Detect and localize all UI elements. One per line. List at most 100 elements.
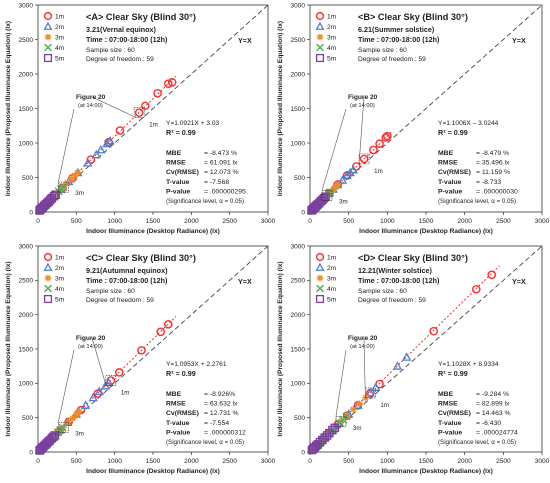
legend-label-4m: 4m <box>327 286 337 293</box>
y-equals-x-label: Y=X <box>238 36 252 45</box>
callout-line <box>363 337 366 397</box>
legend-marker-4m <box>44 284 52 293</box>
legend-marker-1m <box>315 252 325 262</box>
stat-label: T-value <box>438 420 462 427</box>
stat-value: = 14.463 % <box>476 410 511 417</box>
zoom-box <box>321 190 333 201</box>
stat-label: Cv(RMSE) <box>166 410 199 417</box>
point-2m <box>94 386 105 396</box>
x-tick-label: 2000 <box>457 458 472 465</box>
y-tick-label: 2500 <box>19 278 34 285</box>
x-tick-label: 1000 <box>107 458 122 465</box>
zoom-box <box>57 421 69 433</box>
point-1m <box>375 139 384 148</box>
y-tick-label: 1000 <box>291 140 306 147</box>
x-axis-label: Indoor Illuminance (Desktop Radiance) (l… <box>86 228 220 235</box>
zoom-box <box>133 107 145 118</box>
y-tick-label: 3000 <box>291 2 306 9</box>
y-tick-label: 0 <box>29 209 33 216</box>
series-label-1m: 1m <box>149 122 158 129</box>
panel-title: <C> Clear Sky (Blind 30°) <box>86 253 196 263</box>
panel-time: Time : 07:00-18:00 (12h) <box>358 276 440 285</box>
stat-value: = -7.554 <box>204 420 229 427</box>
legend-label-3m: 3m <box>327 276 337 283</box>
point-1m <box>134 108 144 117</box>
y-tick-label: 500 <box>22 175 33 182</box>
point-5m <box>36 205 45 214</box>
panel-time: Time : 07:00-18:00 (12h) <box>86 276 168 285</box>
point-2m <box>88 392 98 402</box>
series-label-1m: 1m <box>121 390 130 397</box>
point-5m <box>325 428 334 438</box>
legend-label-5m: 5m <box>55 297 65 304</box>
point-5m <box>320 433 329 442</box>
point-5m <box>36 445 45 454</box>
callout-line <box>91 96 135 117</box>
point-2m <box>80 400 91 409</box>
legend-marker-5m <box>315 53 325 63</box>
y-tick-label: 0 <box>301 449 305 456</box>
x-tick-label: 0 <box>36 458 40 465</box>
point-5m <box>322 431 332 440</box>
x-tick-label: 1500 <box>419 458 434 465</box>
point-2m <box>102 138 112 148</box>
legend-marker-4m <box>316 284 324 293</box>
callout-line <box>58 108 75 183</box>
panel-dof: Degree of freedom : 59 <box>358 56 426 63</box>
point-5m <box>37 444 46 453</box>
x-tick-label: 2000 <box>184 218 199 225</box>
point-5m <box>307 445 317 455</box>
panel-date: 6.21(Summer solstice) <box>358 25 435 34</box>
x-tick-label: 1500 <box>146 218 161 225</box>
x-tick-label: 2500 <box>222 458 237 465</box>
x-tick-label: 500 <box>343 458 354 465</box>
figure20-label: Figure 20 <box>76 335 106 342</box>
point-2m <box>371 382 381 391</box>
point-1m <box>115 126 125 135</box>
legend-label-2m: 2m <box>327 265 337 272</box>
panel-sample-size: Sample size : 60 <box>358 288 407 295</box>
zoom-box <box>57 181 69 193</box>
r-squared: R² = 0.99 <box>166 369 196 378</box>
figure20-sublabel: (at 14:00) <box>78 344 103 350</box>
point-3m <box>362 394 370 402</box>
legend-label-2m: 2m <box>55 265 65 272</box>
point-3m <box>64 418 72 427</box>
x-tick-label: 3000 <box>535 458 550 465</box>
y-tick-label: 1000 <box>291 381 306 388</box>
x-tick-label: 2500 <box>496 458 511 465</box>
point-3m <box>63 179 71 187</box>
panel-a: 0 500 1000 1500 2000 2500 3000 0 500 1000 1500 2000… <box>5 2 276 235</box>
legend-label-4m: 4m <box>55 286 65 293</box>
y-equals-x-label: Y=X <box>512 36 526 45</box>
y-tick-label: 500 <box>294 415 305 422</box>
stat-label: Cv(RMSE) <box>166 169 199 176</box>
x-tick-label: 3000 <box>261 458 276 465</box>
stat-value: = 35.496 lx <box>476 160 510 167</box>
stat-label: Cv(RMSE) <box>438 410 471 417</box>
legend-marker-1m <box>43 252 53 262</box>
legend-label-1m: 1m <box>55 255 65 262</box>
legend-marker-2m <box>43 21 53 30</box>
stat-value: = .000000312 <box>204 429 246 436</box>
stat-label: MBE <box>166 391 182 398</box>
stat-value: = -8.479 % <box>476 150 509 157</box>
stat-value: = -6.430 <box>476 420 501 427</box>
series-label-3m: 3m <box>75 430 84 437</box>
point-2m <box>348 164 359 174</box>
x-tick-label: 2500 <box>222 218 237 225</box>
x-tick-label: 1000 <box>380 458 395 465</box>
point-5m <box>310 443 319 452</box>
legend-label-1m: 1m <box>327 255 337 262</box>
point-5m <box>310 203 319 213</box>
y-equals-x-line <box>309 4 543 213</box>
point-1m <box>429 326 439 336</box>
y-equals-x-label: Y=X <box>512 277 526 286</box>
point-1m <box>359 154 369 164</box>
stat-value: = 11.159 % <box>476 169 510 176</box>
point-3m <box>68 414 77 422</box>
y-axis-label: Indoor Illuminance (Proposed Illuminance… <box>277 261 284 436</box>
legend-marker-2m <box>315 262 325 271</box>
stat-label: MBE <box>438 150 454 157</box>
stat-label: P-value <box>166 429 190 436</box>
